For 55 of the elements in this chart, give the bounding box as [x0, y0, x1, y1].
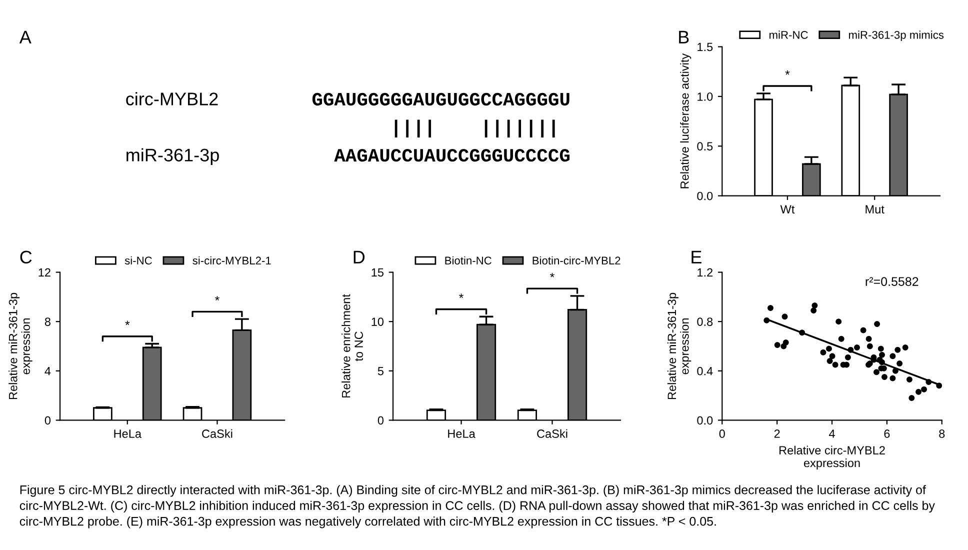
y-tick-label: 12 — [38, 268, 50, 277]
legend-label: si-circ-MYBL2-1 — [192, 256, 271, 265]
text: circ-MYBL2 — [126, 92, 218, 106]
legend-label: miR-361-3p mimics — [849, 30, 944, 42]
text: A — [19, 30, 32, 44]
x-tick-label: 4 — [828, 430, 835, 438]
y-tick-label: 0.0 — [697, 192, 713, 200]
x-tick-label: Wt — [780, 205, 795, 214]
chart-title: B — [679, 30, 689, 44]
x-tick-label: CaSki — [537, 429, 568, 438]
text: GGAUGGGGGAUGUGGCCAGGGGU — [312, 92, 570, 106]
annotation: * — [459, 294, 464, 298]
y-tick-label: 1.0 — [698, 92, 713, 101]
legend-label: Biotin-circ-MYBL2 — [532, 256, 620, 265]
text: AAGAUCCUAUCCGGGUCCCCG — [334, 148, 570, 162]
y-tick-label: 10 — [372, 318, 384, 326]
x-tick-label: Mut — [866, 205, 884, 214]
annotation: * — [125, 320, 130, 326]
legend-label: Biotin-NC — [445, 256, 492, 265]
annotation: * — [214, 296, 220, 300]
y-tick-label: 0.8 — [697, 318, 713, 326]
y-tick-label: 0 — [378, 416, 384, 425]
chart-title: D — [354, 250, 365, 264]
y-axis-title: Relative enrichment to NC — [342, 294, 363, 398]
y-tick-label: 4 — [44, 367, 51, 376]
y-axis-title: Relative miR-361-3p expression — [667, 292, 692, 400]
chart-title: C — [20, 250, 32, 264]
annotation: r²=0.5582 — [866, 277, 918, 286]
caption: Figure 5 circ-MYBL2 directly interacted with miR-361-3p. (A) Binding site of circ-MYBL2 and miR-361-3p. (B) miR-361-3p mimics decreased the luciferase activity of circ-MYBL2-Wt. (C) circ-MYBL2 inhibition induced miR-361-3p expression in CC cells. (D) RNA pull-down assay showed that miR-361-3p was enriched in CC cells by circ-MYBL2 probe. (E) miR-361-3p expression was negatively correlated with circ-MYBL2 expression in CC tissues. *P < 0.05. — [20, 485, 935, 528]
text: miR-361-3p — [126, 148, 219, 166]
annotation: * — [550, 272, 554, 278]
x-tick-label: HeLa — [448, 430, 476, 438]
y-tick-label: 0.4 — [697, 366, 713, 376]
y-axis-title: Relative miR-361-3p expression — [8, 292, 32, 400]
y-tick-label: 0.0 — [697, 416, 713, 425]
text: |||| ||||||| — [394, 120, 555, 138]
legend-label: miR-NC — [770, 30, 808, 39]
y-tick-label: 0 — [44, 416, 51, 425]
x-tick-label: 6 — [884, 430, 890, 438]
y-axis-title: Relative luciferase activity — [680, 53, 692, 188]
annotation: * — [785, 70, 790, 75]
y-tick-label: 8 — [44, 318, 50, 326]
x-tick-label: CaSki — [202, 429, 232, 438]
y-tick-label: 1.2 — [698, 268, 713, 277]
x-tick-label: 2 — [774, 430, 780, 438]
legend-label: si-NC — [124, 256, 152, 265]
x-tick-label: 0 — [719, 430, 725, 438]
chart-title: E — [692, 250, 702, 264]
x-tick-label: HeLa — [114, 430, 142, 438]
y-tick-label: 1.5 — [698, 42, 713, 52]
y-tick-label: 5 — [378, 367, 384, 376]
y-tick-label: 15 — [372, 268, 384, 277]
y-tick-label: 0.5 — [697, 142, 713, 151]
x-tick-label: 8 — [939, 430, 945, 438]
x-axis-title: Relative circ-MYBL2 expression — [780, 446, 885, 470]
